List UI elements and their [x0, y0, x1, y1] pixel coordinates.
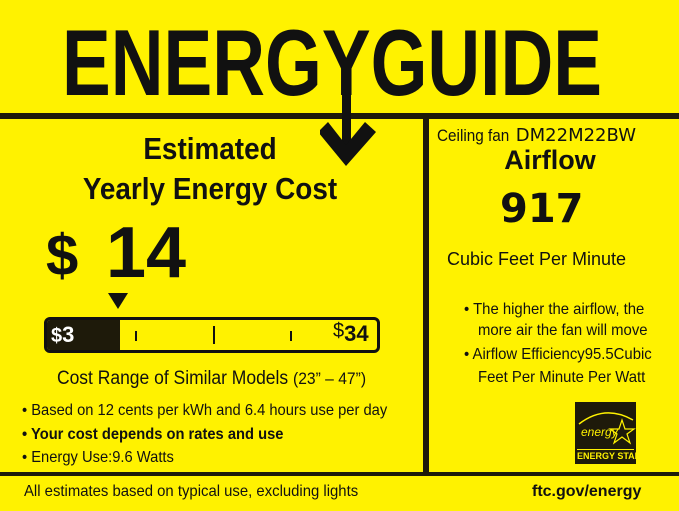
range-min-value: 3 [62, 322, 75, 347]
cost-heading-line2: Yearly Energy Cost [82, 171, 338, 206]
product-id: Ceiling fan DM22M22BW [437, 125, 636, 146]
tick [135, 331, 137, 341]
range-min-symbol: $ [51, 325, 63, 347]
product-type: Ceiling fan [437, 126, 510, 145]
metric-label: Airflow [504, 145, 596, 175]
product-bullet-cont: more air the fan will move [478, 322, 648, 339]
range-max-symbol: $ [333, 320, 345, 342]
energy-guide-title: ENERGYGUIDE [62, 10, 602, 115]
cost-marker-icon [108, 293, 128, 309]
range-caption-text: Cost Range of Similar Models [56, 368, 289, 389]
footer-note: All estimates based on typical use, excl… [24, 483, 359, 500]
tick [213, 326, 215, 344]
energy-script: energy [581, 425, 619, 439]
range-sizes: (23” – 47”) [293, 369, 367, 388]
top-divider [0, 113, 679, 119]
range-caption: Cost Range of Similar Models (23” – 47”) [17, 368, 406, 390]
product-bullet-cont: Feet Per Minute Per Watt [478, 369, 646, 386]
range-max-value: 34 [344, 321, 369, 346]
title-text: ENERGYGUIDE [62, 10, 602, 115]
product-bullet: • The higher the airflow, the [464, 301, 645, 318]
cost-bullet-bold: • Your cost depends on rates and use [22, 426, 284, 443]
ftc-link[interactable]: ftc.gov/energy [532, 483, 642, 500]
cost-heading-line1: Estimated [143, 131, 277, 166]
cost-range-bar: $3 $34 [44, 317, 380, 353]
energy-star-icon: energy [578, 412, 636, 445]
cost-bullet: • Energy Use:9.6 Watts [22, 449, 174, 466]
metric-value: 917 [500, 186, 584, 232]
cost-amount: 14 [106, 213, 187, 293]
metric-unit: Cubic Feet Per Minute [446, 249, 627, 269]
energy-star-logo: energy ENERGY STAR [575, 402, 642, 464]
vertical-divider [423, 113, 429, 475]
cost-bullet: • Based on 12 cents per kWh and 6.4 hour… [22, 402, 388, 419]
bottom-divider [0, 472, 679, 476]
product-bullet: • Airflow Efficiency95.5Cubic [464, 346, 652, 363]
product-model: DM22M22BW [515, 125, 637, 146]
cost-currency: $ [46, 223, 79, 288]
tick [290, 331, 292, 341]
range-min: $3 [51, 322, 74, 348]
energy-star-label: ENERGY STAR [577, 449, 642, 461]
arrow-down-icon [320, 90, 376, 166]
cost-range-fill [47, 320, 120, 350]
range-max: $34 [333, 320, 369, 347]
